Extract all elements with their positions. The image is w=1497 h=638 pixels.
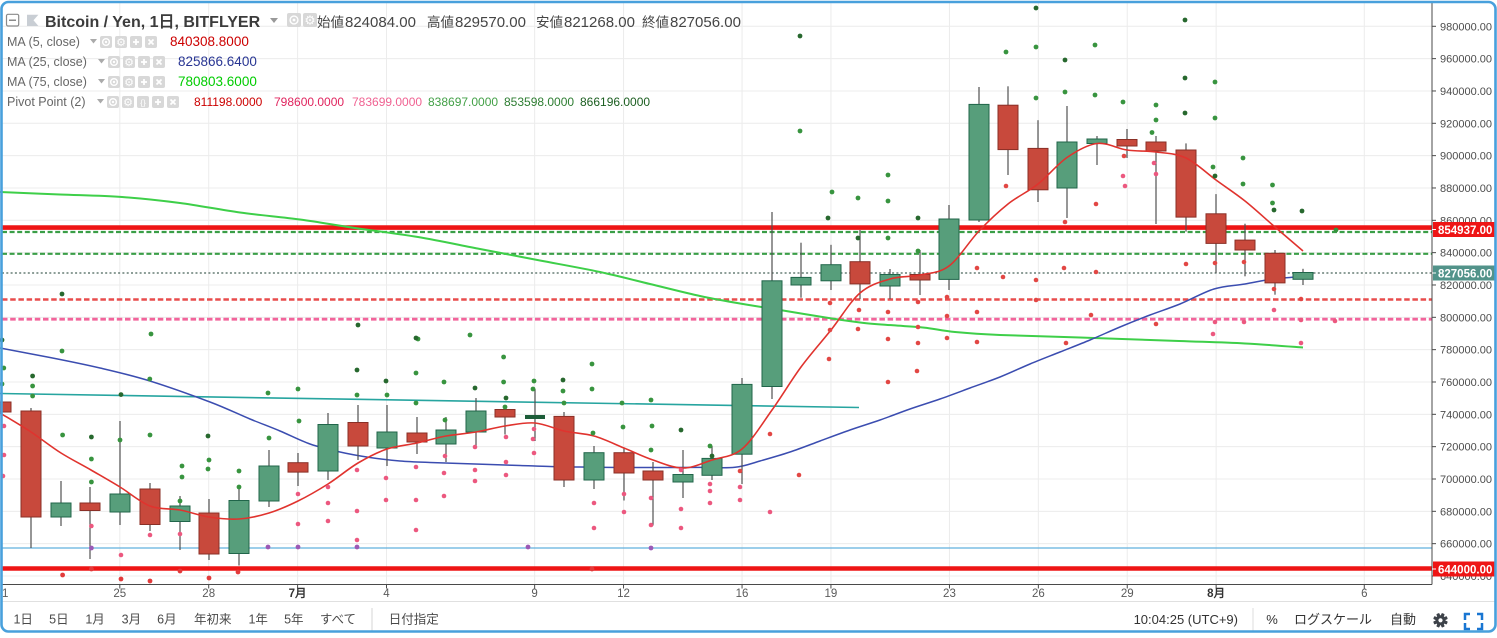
svg-text:{}: {}: [140, 97, 146, 107]
svg-text:Pivot Point (2): Pivot Point (2): [7, 95, 86, 109]
svg-text:829570.00: 829570.00: [455, 14, 526, 31]
svg-text:825866.6400: 825866.6400: [178, 54, 257, 69]
svg-text:年初来: 年初来: [194, 613, 232, 627]
svg-text:すべて: すべて: [320, 613, 356, 627]
svg-text:900000.00: 900000.00: [1440, 151, 1492, 163]
svg-text:⚙: ⚙: [124, 57, 134, 69]
svg-text:720000.00: 720000.00: [1440, 442, 1492, 454]
svg-text:終値: 終値: [642, 15, 669, 30]
svg-text:824084.00: 824084.00: [345, 14, 416, 31]
svg-text:853598.0000: 853598.0000: [504, 95, 574, 109]
svg-text:1年: 1年: [248, 613, 267, 627]
svg-text:798600.0000: 798600.0000: [274, 95, 344, 109]
svg-text:MA (75, close): MA (75, close): [7, 75, 87, 89]
svg-text:840308.8000: 840308.8000: [170, 34, 249, 49]
svg-text:⚙: ⚙: [116, 37, 126, 49]
svg-text:9: 9: [531, 588, 537, 600]
svg-text:1: 1: [2, 588, 8, 600]
svg-text:5日: 5日: [49, 613, 68, 627]
svg-text:700000.00: 700000.00: [1440, 474, 1492, 486]
svg-text:29: 29: [1121, 588, 1134, 600]
svg-text:8月: 8月: [1207, 587, 1225, 600]
svg-text:26: 26: [1032, 588, 1045, 600]
svg-text:6: 6: [1361, 588, 1367, 600]
svg-text:Bitcoin / Yen, 1日, BITFLYER: Bitcoin / Yen, 1日, BITFLYER: [45, 13, 261, 31]
svg-text:安値: 安値: [536, 15, 563, 30]
svg-text:838697.0000: 838697.0000: [428, 95, 498, 109]
svg-text:日付指定: 日付指定: [389, 612, 439, 627]
svg-text:19: 19: [825, 588, 838, 600]
svg-text:%: %: [1266, 612, 1278, 627]
svg-text:16: 16: [736, 588, 749, 600]
svg-text:644000.00: 644000.00: [1438, 565, 1492, 577]
svg-text:始値: 始値: [317, 15, 344, 30]
svg-text:MA (5, close): MA (5, close): [7, 35, 80, 49]
svg-text:5年: 5年: [284, 613, 303, 627]
svg-text:MA (25, close): MA (25, close): [7, 55, 87, 69]
svg-text:⚙: ⚙: [123, 97, 133, 109]
svg-text:⚙: ⚙: [304, 13, 315, 27]
svg-text:ログスケール: ログスケール: [1294, 612, 1372, 627]
svg-text:28: 28: [202, 588, 215, 600]
svg-text:920000.00: 920000.00: [1440, 118, 1492, 130]
svg-text:25: 25: [113, 588, 126, 600]
svg-text:12: 12: [617, 588, 630, 600]
svg-text:780000.00: 780000.00: [1440, 345, 1492, 357]
svg-text:811198.0000: 811198.0000: [194, 95, 263, 109]
svg-text:3月: 3月: [122, 613, 141, 627]
svg-text:960000.00: 960000.00: [1440, 54, 1492, 66]
svg-text:821268.00: 821268.00: [564, 14, 635, 31]
svg-text:660000.00: 660000.00: [1440, 539, 1492, 551]
svg-text:783699.0000: 783699.0000: [352, 95, 422, 109]
svg-text:940000.00: 940000.00: [1440, 86, 1492, 98]
svg-text:6月: 6月: [157, 613, 176, 627]
svg-text:980000.00: 980000.00: [1440, 21, 1492, 33]
svg-text:840000.00: 840000.00: [1440, 248, 1492, 260]
svg-text:23: 23: [943, 588, 956, 600]
svg-text:自動: 自動: [1390, 612, 1416, 627]
svg-text:827056.00: 827056.00: [670, 14, 741, 31]
svg-text:760000.00: 760000.00: [1440, 377, 1492, 389]
svg-text:800000.00: 800000.00: [1440, 312, 1492, 324]
svg-text:4: 4: [383, 588, 390, 600]
svg-text:827056.00: 827056.00: [1438, 269, 1492, 281]
svg-text:680000.00: 680000.00: [1440, 506, 1492, 518]
svg-text:10:04:25 (UTC+9): 10:04:25 (UTC+9): [1134, 612, 1238, 627]
svg-text:820000.00: 820000.00: [1440, 280, 1492, 292]
svg-text:⚙: ⚙: [124, 77, 134, 89]
svg-text:高値: 高値: [427, 14, 454, 30]
svg-text:780803.6000: 780803.6000: [178, 74, 257, 89]
svg-text:866196.0000: 866196.0000: [580, 95, 650, 109]
svg-text:740000.00: 740000.00: [1440, 409, 1492, 421]
svg-text:854937.00: 854937.00: [1438, 225, 1492, 237]
svg-text:1月: 1月: [85, 613, 104, 627]
svg-text:880000.00: 880000.00: [1440, 183, 1492, 195]
svg-text:1日: 1日: [13, 613, 32, 627]
svg-text:7月: 7月: [289, 587, 307, 600]
